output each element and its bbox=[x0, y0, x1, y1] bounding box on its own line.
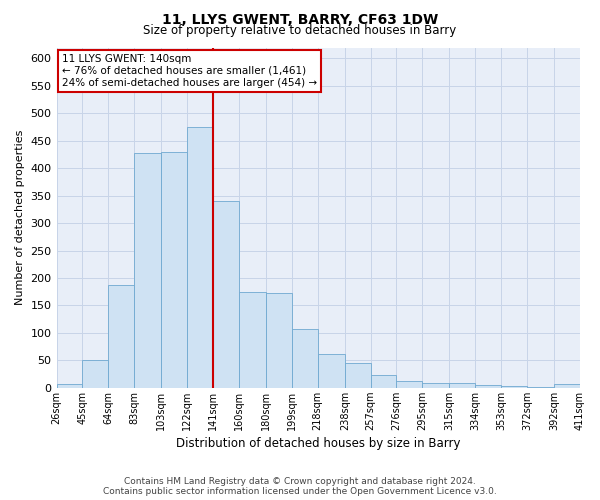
Bar bbox=[449, 384, 475, 388]
Bar bbox=[187, 127, 213, 388]
Bar bbox=[161, 152, 187, 388]
Bar bbox=[134, 153, 161, 388]
Bar bbox=[397, 381, 422, 388]
Bar bbox=[213, 201, 239, 388]
Bar bbox=[554, 384, 580, 388]
Bar bbox=[239, 292, 266, 388]
Bar bbox=[56, 384, 82, 388]
Text: Contains HM Land Registry data © Crown copyright and database right 2024.
Contai: Contains HM Land Registry data © Crown c… bbox=[103, 476, 497, 496]
Bar bbox=[371, 374, 397, 388]
Y-axis label: Number of detached properties: Number of detached properties bbox=[15, 130, 25, 306]
Bar bbox=[580, 386, 600, 388]
Bar bbox=[501, 386, 527, 388]
Bar bbox=[422, 383, 449, 388]
Bar bbox=[317, 354, 345, 388]
Bar bbox=[345, 363, 371, 388]
Bar bbox=[266, 293, 292, 388]
Bar bbox=[292, 329, 317, 388]
Text: Size of property relative to detached houses in Barry: Size of property relative to detached ho… bbox=[143, 24, 457, 37]
Text: 11, LLYS GWENT, BARRY, CF63 1DW: 11, LLYS GWENT, BARRY, CF63 1DW bbox=[162, 12, 438, 26]
Bar bbox=[475, 385, 501, 388]
Bar bbox=[108, 284, 134, 388]
Text: 11 LLYS GWENT: 140sqm
← 76% of detached houses are smaller (1,461)
24% of semi-d: 11 LLYS GWENT: 140sqm ← 76% of detached … bbox=[62, 54, 317, 88]
Bar bbox=[527, 386, 554, 388]
Bar bbox=[82, 360, 108, 388]
X-axis label: Distribution of detached houses by size in Barry: Distribution of detached houses by size … bbox=[176, 437, 461, 450]
